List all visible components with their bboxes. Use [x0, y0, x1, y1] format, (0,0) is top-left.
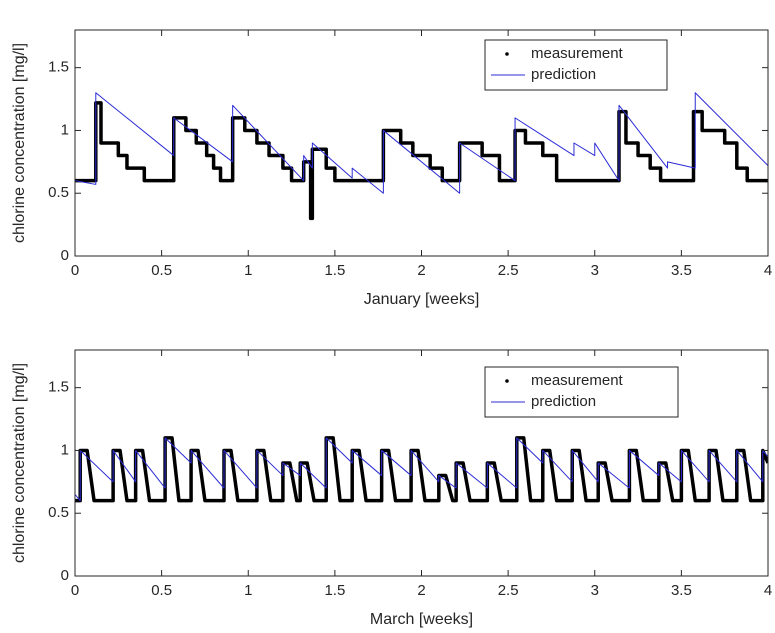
legend-label: measurement — [531, 372, 624, 389]
x-axis-label: March [weeks] — [370, 611, 473, 628]
measurement-line — [75, 101, 768, 221]
x-tick-label: 2.5 — [498, 262, 519, 279]
x-tick-label: 0 — [71, 262, 79, 279]
x-tick-label: 1.5 — [324, 262, 345, 279]
legend-marker — [505, 379, 509, 383]
x-tick-label: 0.5 — [151, 582, 172, 599]
legend-box — [484, 366, 679, 418]
x-tick-label: 4 — [764, 262, 772, 279]
data-layer — [75, 436, 768, 503]
subplot: 0 0.5 1 1.5 2 2.5 3 3.5 4 0 0.5 1 1.5 January [weeks]… — [11, 29, 772, 308]
x-tick-label: 2 — [417, 582, 425, 599]
legend: measurement prediction — [484, 39, 668, 91]
x-tick-label: 1.5 — [324, 582, 345, 599]
x-tick-label: 3 — [591, 582, 599, 599]
x-tick-label: 2 — [417, 262, 425, 279]
x-axis-label: January [weeks] — [364, 291, 480, 308]
y-tick-label: 1 — [61, 121, 69, 138]
data-layer — [75, 92, 768, 221]
y-axis-label: chlorine concentration [mg/l] — [11, 363, 28, 563]
x-tick-label: 4 — [764, 582, 772, 599]
legend-label: prediction — [531, 66, 596, 83]
legend-label: measurement — [531, 45, 624, 62]
legend: measurement prediction — [484, 366, 679, 418]
y-axis-label: chlorine concentration [mg/l] — [11, 43, 28, 243]
x-tick-label: 0.5 — [151, 262, 172, 279]
x-tick-label: 3.5 — [671, 262, 692, 279]
prediction-line — [75, 92, 768, 194]
legend-label: prediction — [531, 393, 596, 410]
subplot: 0 0.5 1 1.5 2 2.5 3 3.5 4 0 0.5 1 1.5 March [weeks] ch… — [11, 349, 772, 628]
y-tick-label: 1.5 — [48, 379, 69, 396]
x-tick-label: 0 — [71, 582, 79, 599]
y-tick-label: 0 — [61, 247, 69, 264]
y-tick-label: 0.5 — [48, 184, 69, 201]
x-tick-label: 1 — [244, 262, 252, 279]
y-tick-label: 0.5 — [48, 504, 69, 521]
legend-marker — [505, 52, 509, 56]
x-tick-label: 2.5 — [498, 582, 519, 599]
y-tick-label: 0 — [61, 567, 69, 584]
y-tick-label: 1 — [61, 441, 69, 458]
x-tick-label: 1 — [244, 582, 252, 599]
prediction-line — [75, 437, 768, 502]
legend-box — [484, 39, 668, 91]
y-tick-label: 1.5 — [48, 59, 69, 76]
x-tick-label: 3 — [591, 262, 599, 279]
x-tick-label: 3.5 — [671, 582, 692, 599]
